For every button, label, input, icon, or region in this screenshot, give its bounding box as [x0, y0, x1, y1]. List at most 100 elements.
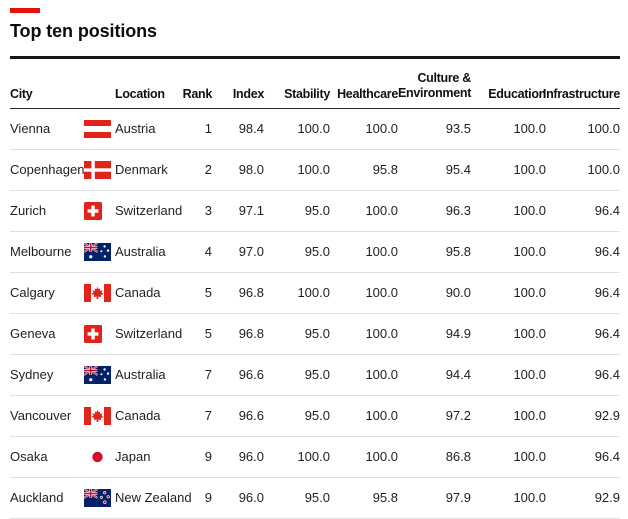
infrastructure-cell: 96.4: [548, 231, 620, 273]
flag-cell: [84, 313, 115, 355]
index-cell: 98.0: [224, 149, 270, 191]
culture-environment-cell: 96.3: [398, 190, 474, 232]
healthcare-cell: 100.0: [332, 108, 398, 150]
flag-cell: [84, 354, 115, 396]
healthcare-cell: 100.0: [332, 190, 398, 232]
table-row: Sydney Australia 7 96.6 95.0 100.0 94.4 …: [10, 354, 620, 396]
city-cell: Sydney: [10, 354, 84, 396]
education-cell: 100.0: [474, 108, 548, 150]
country-cell: Switzerland: [115, 313, 194, 355]
flag-cell: [84, 149, 115, 191]
index-cell: 96.6: [224, 354, 270, 396]
table-row: Vienna Austria 1 98.4 100.0 100.0 93.5 1…: [10, 108, 620, 150]
table-row: Vancouver Canada 7 96.6 95.0 100.0 97.2 …: [10, 395, 620, 437]
denmark-flag-icon: [84, 160, 111, 179]
header-stability: Stability: [270, 58, 332, 109]
healthcare-cell: 95.8: [332, 149, 398, 191]
stability-cell: 95.0: [270, 354, 332, 396]
education-cell: 100.0: [474, 149, 548, 191]
index-cell: 96.8: [224, 272, 270, 314]
city-cell: Melbourne: [10, 231, 84, 273]
country-cell: Canada: [115, 272, 194, 314]
rank-cell: 5: [194, 313, 224, 355]
flag-cell: [84, 436, 115, 478]
austria-flag-icon: [84, 119, 111, 138]
rank-cell: 4: [194, 231, 224, 273]
table-row: Melbourne Australia 4 97.0 95.0 100.0 95…: [10, 231, 620, 273]
city-cell: Geneva: [10, 313, 84, 355]
rank-cell: 3: [194, 190, 224, 232]
culture-environment-cell: 95.8: [398, 231, 474, 273]
rank-cell: 7: [194, 395, 224, 437]
page-title: Top ten positions: [10, 21, 157, 41]
table-row: Copenhagen Denmark 2 98.0 100.0 95.8 95.…: [10, 149, 620, 191]
country-cell: Austria: [115, 108, 194, 150]
education-cell: 100.0: [474, 354, 548, 396]
rank-cell: 5: [194, 272, 224, 314]
education-cell: 100.0: [474, 190, 548, 232]
healthcare-cell: 100.0: [332, 272, 398, 314]
flag-cell: [84, 272, 115, 314]
education-cell: 100.0: [474, 477, 548, 519]
city-cell: Auckland: [10, 477, 84, 519]
healthcare-cell: 100.0: [332, 354, 398, 396]
culture-environment-cell: 94.9: [398, 313, 474, 355]
header-rank: Rank: [183, 58, 224, 109]
city-cell: Vancouver: [10, 395, 84, 437]
header-culture-line1: Culture &: [417, 70, 471, 85]
australia-flag-icon: [84, 365, 111, 384]
infrastructure-cell: 92.9: [548, 477, 620, 519]
index-cell: 96.8: [224, 313, 270, 355]
canada-flag-icon: [84, 283, 111, 302]
rank-cell: 2: [194, 149, 224, 191]
stability-cell: 100.0: [270, 272, 332, 314]
education-cell: 100.0: [474, 436, 548, 478]
infrastructure-cell: 96.4: [548, 313, 620, 355]
culture-environment-cell: 95.4: [398, 149, 474, 191]
new-zealand-flag-icon: [84, 488, 111, 507]
rank-cell: 7: [194, 354, 224, 396]
infrastructure-cell: 100.0: [548, 149, 620, 191]
country-cell: Canada: [115, 395, 194, 437]
infrastructure-cell: 96.4: [548, 436, 620, 478]
education-cell: 100.0: [474, 272, 548, 314]
flag-cell: [84, 231, 115, 273]
title-rule: [10, 56, 620, 59]
header-city: City: [10, 58, 84, 109]
infrastructure-cell: 96.4: [548, 272, 620, 314]
healthcare-cell: 100.0: [332, 231, 398, 273]
index-cell: 96.0: [224, 436, 270, 478]
table-row: Osaka Japan 9 96.0 100.0 100.0 86.8 100.…: [10, 436, 620, 478]
red-accent-bar: [10, 8, 40, 13]
infrastructure-cell: 92.9: [548, 395, 620, 437]
header-healthcare: Healthcare: [332, 58, 398, 109]
flag-cell: [84, 477, 115, 519]
index-cell: 96.0: [224, 477, 270, 519]
flag-cell: [84, 395, 115, 437]
stability-cell: 95.0: [270, 190, 332, 232]
index-cell: 96.6: [224, 395, 270, 437]
header-culture-line2: Environment: [398, 85, 472, 100]
canada-flag-icon: [84, 406, 111, 425]
city-cell: Vienna: [10, 108, 84, 150]
country-cell: Switzerland: [115, 190, 194, 232]
stability-cell: 95.0: [270, 477, 332, 519]
header-education: Education: [474, 58, 548, 109]
header-index: Index: [224, 58, 270, 109]
healthcare-cell: 100.0: [332, 436, 398, 478]
country-cell: Denmark: [115, 149, 194, 191]
switzerland-flag-icon: [84, 324, 102, 343]
city-cell: Osaka: [10, 436, 84, 478]
table-row: Zurich Switzerland 3 97.1 95.0 100.0 96.…: [10, 190, 620, 232]
index-cell: 97.1: [224, 190, 270, 232]
culture-environment-cell: 97.9: [398, 477, 474, 519]
infrastructure-cell: 100.0: [548, 108, 620, 150]
education-cell: 100.0: [474, 231, 548, 273]
stability-cell: 95.0: [270, 313, 332, 355]
header-row: City Location Rank Index Stability Healt…: [10, 58, 620, 109]
stability-cell: 100.0: [270, 149, 332, 191]
header-flag-spacer: [84, 58, 115, 109]
flag-cell: [84, 108, 115, 150]
rank-cell: 1: [194, 108, 224, 150]
culture-environment-cell: 93.5: [398, 108, 474, 150]
